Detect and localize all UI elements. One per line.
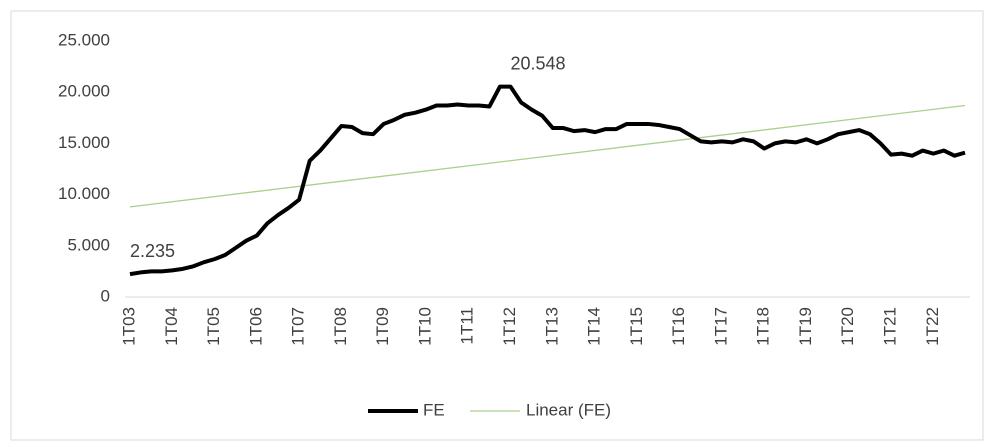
- x-tick-label: 1T06: [246, 307, 265, 346]
- y-tick-label: 5.000: [67, 235, 110, 254]
- x-tick-label: 1T09: [373, 307, 392, 346]
- x-tick-label: 1T04: [162, 307, 181, 346]
- legend-label: FE: [423, 400, 445, 419]
- trendline: [129, 104, 966, 208]
- x-tick-label: 1T15: [627, 307, 646, 346]
- y-tick-label: 10.000: [58, 184, 110, 203]
- x-tick-label: 1T13: [542, 307, 561, 346]
- x-tick-label: 1T14: [585, 307, 604, 346]
- chart-border: [10, 10, 984, 441]
- data-line: [129, 84, 966, 277]
- y-tick-label: 15.000: [58, 133, 110, 152]
- data-label: 20.548: [511, 53, 566, 73]
- x-tick-label: 1T08: [331, 307, 350, 346]
- x-tick-label: 1T05: [204, 307, 223, 346]
- x-tick-label: 1T10: [415, 307, 434, 346]
- x-tick-label: 1T11: [458, 307, 477, 345]
- legend-label: Linear (FE): [526, 400, 611, 419]
- x-tick-label: 1T07: [289, 307, 308, 346]
- x-tick-label: 1T19: [796, 307, 815, 346]
- y-tick-label: 25.000: [58, 30, 110, 49]
- x-tick-label: 1T22: [923, 307, 942, 346]
- y-tick-label: 20.000: [58, 82, 110, 101]
- x-tick-label: 1T17: [711, 307, 730, 346]
- x-tick-label: 1T12: [500, 307, 519, 346]
- x-tick-label: 1T21: [881, 307, 900, 346]
- y-tick-label: 0: [101, 286, 110, 305]
- data-label: 2.235: [130, 241, 175, 261]
- x-tick-label: 1T20: [838, 307, 857, 346]
- x-tick-label: 1T18: [754, 307, 773, 346]
- x-tick-label: 1T16: [669, 307, 688, 346]
- x-tick-label: 1T03: [119, 307, 138, 346]
